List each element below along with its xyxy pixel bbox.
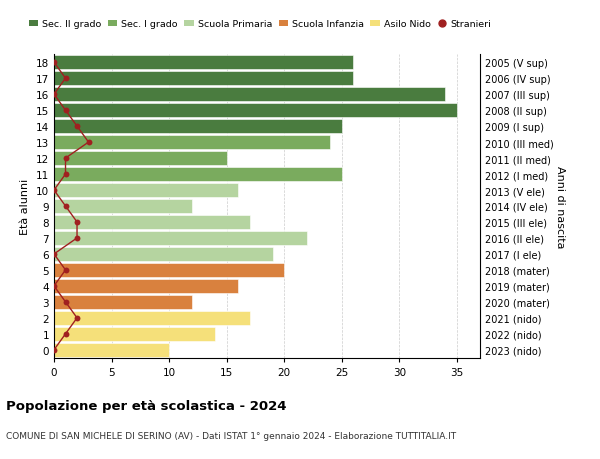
- Bar: [54, 280, 238, 293]
- Point: [61, 75, 70, 83]
- Point: [72, 314, 82, 322]
- Bar: [54, 104, 457, 118]
- Bar: [54, 152, 227, 166]
- Point: [49, 59, 59, 67]
- Point: [61, 267, 70, 274]
- Point: [61, 107, 70, 115]
- Point: [72, 123, 82, 130]
- Bar: [54, 88, 445, 102]
- Point: [49, 91, 59, 99]
- Bar: [54, 263, 284, 277]
- Bar: [54, 232, 307, 245]
- Bar: [54, 120, 342, 134]
- Point: [49, 251, 59, 258]
- Point: [61, 298, 70, 306]
- Y-axis label: Età alunni: Età alunni: [20, 179, 31, 235]
- Bar: [54, 184, 238, 197]
- Bar: [54, 136, 331, 150]
- Bar: [54, 72, 353, 86]
- Bar: [54, 311, 250, 325]
- Point: [61, 171, 70, 179]
- Point: [72, 219, 82, 226]
- Point: [49, 283, 59, 290]
- Bar: [54, 343, 169, 357]
- Legend: Sec. II grado, Sec. I grado, Scuola Primaria, Scuola Infanzia, Asilo Nido, Stran: Sec. II grado, Sec. I grado, Scuola Prim…: [29, 20, 491, 29]
- Point: [49, 347, 59, 354]
- Point: [61, 155, 70, 162]
- Point: [72, 235, 82, 242]
- Point: [61, 330, 70, 338]
- Bar: [54, 247, 273, 261]
- Text: Popolazione per età scolastica - 2024: Popolazione per età scolastica - 2024: [6, 399, 287, 412]
- Text: COMUNE DI SAN MICHELE DI SERINO (AV) - Dati ISTAT 1° gennaio 2024 - Elaborazione: COMUNE DI SAN MICHELE DI SERINO (AV) - D…: [6, 431, 456, 441]
- Point: [61, 203, 70, 210]
- Bar: [54, 327, 215, 341]
- Bar: [54, 200, 192, 213]
- Point: [49, 187, 59, 194]
- Point: [84, 139, 94, 146]
- Bar: [54, 56, 353, 70]
- Bar: [54, 296, 192, 309]
- Y-axis label: Anni di nascita: Anni di nascita: [555, 165, 565, 248]
- Bar: [54, 216, 250, 229]
- Bar: [54, 168, 342, 181]
